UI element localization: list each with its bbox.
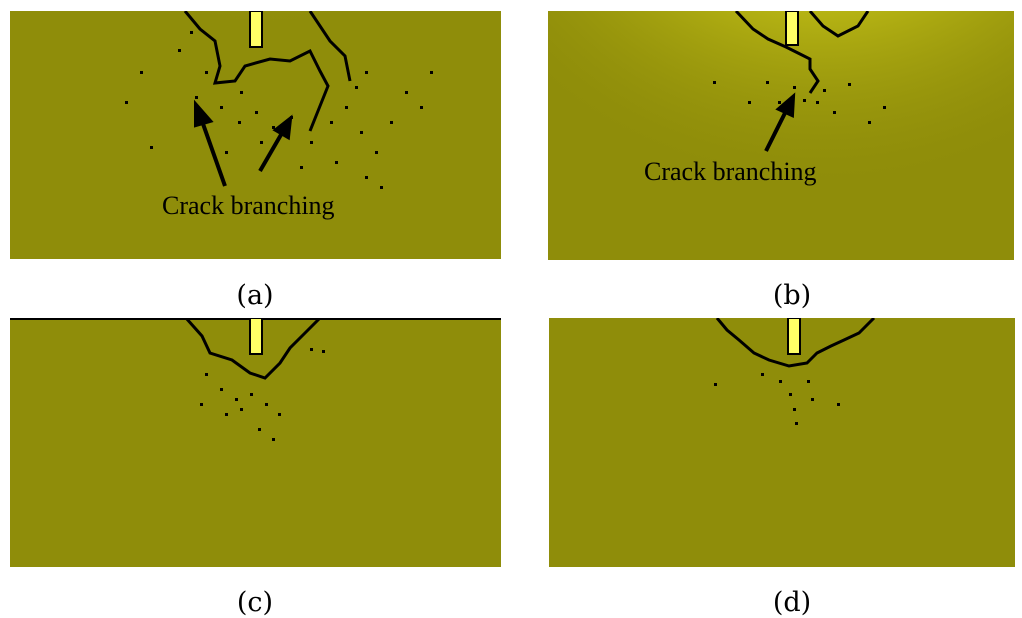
simulation-panel-b: Crack branching — [548, 11, 1014, 260]
crack-field-image-b — [548, 11, 1014, 260]
crack-field-image-c — [10, 318, 501, 567]
panel-caption-d: (d) — [772, 587, 812, 618]
annotation-crack-branching-a: Crack branching — [162, 191, 335, 220]
simulation-panel-a: Crack branching — [10, 11, 501, 259]
crack-fragments-c — [200, 348, 325, 441]
annotation-crack-branching-b: Crack branching — [644, 157, 817, 186]
panel-caption-b: (b) — [772, 280, 812, 311]
panel-caption-a: (a) — [236, 280, 274, 311]
simulation-panel-d — [549, 318, 1015, 567]
crack-field-image-d — [549, 318, 1015, 567]
crack-fragments-a — [125, 31, 433, 189]
arrow-icon — [194, 99, 293, 187]
arrow-icon — [764, 92, 796, 152]
panel-caption-c: (c) — [236, 587, 274, 618]
crack-fragments-d — [714, 373, 840, 425]
crack-field-image-a — [10, 11, 501, 259]
crack-fragments-b — [713, 81, 886, 124]
simulation-panel-c — [10, 318, 501, 567]
